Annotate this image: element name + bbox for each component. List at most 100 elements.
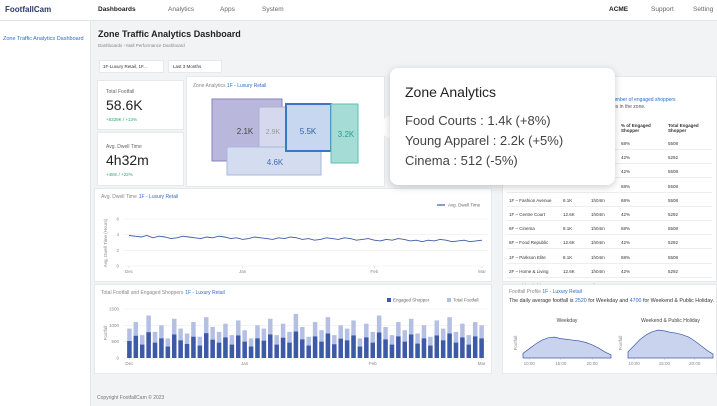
bar bbox=[344, 340, 350, 358]
bar bbox=[184, 343, 190, 358]
bar bbox=[453, 342, 459, 358]
nav-item[interactable]: Analytics bbox=[168, 6, 195, 13]
subtitle: 1F - Luxury Retail bbox=[226, 83, 267, 89]
period-filter[interactable]: Last 3 Months bbox=[168, 60, 222, 73]
setting[interactable]: Setting bbox=[693, 6, 714, 13]
bar bbox=[370, 342, 375, 358]
kpi-value: 4h32m bbox=[106, 152, 149, 168]
subtitle: 1F - Luxury Retail bbox=[139, 194, 178, 200]
bar bbox=[325, 333, 331, 358]
account[interactable]: ACME bbox=[609, 6, 629, 13]
bar bbox=[376, 332, 382, 358]
row-divider bbox=[507, 262, 712, 264]
table-cell: 68% bbox=[621, 183, 631, 189]
text: for Weekday and bbox=[588, 298, 629, 304]
y-tick-label: 1000 bbox=[109, 323, 120, 328]
chart-title: Weekend & Public Holiday bbox=[641, 318, 700, 324]
card-title: Footfall Profile 1F - Luxury Retail bbox=[509, 289, 582, 295]
bar bbox=[171, 334, 177, 358]
bar bbox=[447, 333, 452, 358]
bar bbox=[408, 334, 414, 358]
bar bbox=[229, 344, 235, 358]
dwell-chart: Avg. Dwell Time 1F - Luxury Retail0246Dec… bbox=[101, 194, 488, 274]
bar bbox=[165, 346, 171, 358]
nav-item[interactable]: Dashboards bbox=[98, 6, 136, 13]
bar bbox=[242, 341, 247, 358]
y-tick-label: 4 bbox=[116, 232, 119, 237]
zone-label: 4.6K bbox=[267, 158, 284, 167]
column-header: % of Engaged Shopper bbox=[621, 123, 651, 133]
logo[interactable]: FootfallCam bbox=[5, 5, 52, 14]
card-title: Total Footfall and Engaged Shoppers 1F - … bbox=[101, 290, 225, 296]
bar bbox=[421, 338, 427, 358]
table-cell: 42% bbox=[621, 268, 631, 274]
table-cell: 5508 bbox=[668, 197, 679, 203]
bar bbox=[255, 338, 260, 358]
bar bbox=[460, 337, 465, 358]
subtitle: 1F - Luxury Retail bbox=[185, 290, 224, 296]
table-cell: 1h04m bbox=[591, 197, 605, 203]
bar bbox=[178, 340, 183, 358]
bar bbox=[472, 336, 478, 358]
table-cell: 5508 bbox=[668, 169, 679, 175]
page-title: Zone Traffic Analytics Dashboard bbox=[98, 29, 241, 39]
bar bbox=[389, 344, 395, 358]
kpi-value: 58.6K bbox=[106, 97, 143, 113]
bar bbox=[434, 335, 440, 358]
support[interactable]: Support bbox=[651, 6, 674, 13]
sidebar: Zone Traffic Analytics Dashboard bbox=[0, 21, 91, 406]
zone-shape[interactable] bbox=[330, 103, 359, 164]
table-cell: 5292 bbox=[668, 240, 679, 246]
bar bbox=[415, 343, 420, 358]
bar bbox=[357, 346, 363, 358]
zone-label: 2.1K bbox=[237, 127, 254, 136]
y-tick-label: 2 bbox=[116, 248, 119, 253]
value: 2520 bbox=[574, 298, 587, 304]
legend-label: Avg. Dwell Time bbox=[448, 203, 481, 208]
table-cell: 68% bbox=[621, 254, 631, 260]
row-divider bbox=[507, 205, 712, 207]
bar bbox=[402, 341, 407, 358]
bar bbox=[204, 333, 209, 358]
x-tick-label: Mar bbox=[478, 361, 486, 366]
text: The daily average footfall is bbox=[509, 298, 574, 304]
table-cell: 12.6K bbox=[563, 268, 575, 274]
area bbox=[522, 336, 612, 359]
tooltip-pointer bbox=[370, 114, 392, 140]
zone-filter[interactable]: 1F-Luxury Retail, 1F... bbox=[99, 60, 164, 73]
bar bbox=[319, 341, 324, 358]
bar bbox=[351, 335, 356, 358]
table-cell: 6F – Cinema bbox=[509, 226, 535, 232]
bar bbox=[210, 339, 215, 358]
table-cell: 1F – Centre Court bbox=[509, 212, 546, 217]
table-note: umber of engaged shoppers bbox=[613, 97, 676, 103]
bar bbox=[261, 340, 267, 358]
table-cell: 1h04m bbox=[591, 240, 605, 246]
bar bbox=[274, 344, 279, 358]
sidebar-link[interactable]: Zone Traffic Analytics Dashboard bbox=[3, 36, 84, 42]
bar bbox=[152, 342, 158, 358]
bar bbox=[287, 342, 292, 358]
card-title: Zone Analytics 1F - Luxury Retail bbox=[193, 83, 266, 89]
x-tick-label: 20:00 bbox=[689, 361, 701, 366]
x-tick-label: Mar bbox=[478, 269, 486, 274]
table-cell: 5292 bbox=[668, 155, 679, 161]
table-cell: 42% bbox=[621, 212, 631, 217]
nav-item[interactable]: System bbox=[262, 6, 284, 13]
zone-shape[interactable] bbox=[285, 103, 332, 152]
table-cell: 68% bbox=[621, 141, 631, 146]
y-tick-label: 0 bbox=[116, 356, 119, 361]
table-cell: 1F – Parkson Elite bbox=[509, 254, 546, 260]
nav-item[interactable]: Apps bbox=[220, 6, 235, 13]
table-cell: 6F – Food Republic bbox=[509, 240, 549, 246]
bar bbox=[216, 342, 222, 358]
tooltip-title: Zone Analytics bbox=[405, 84, 497, 100]
footfall-card: Total Footfall and Engaged Shoppers 1F - … bbox=[94, 284, 492, 374]
bar bbox=[159, 338, 164, 358]
card-title: Avg. Dwell Time 1F - Luxury Retail bbox=[101, 194, 178, 200]
bar bbox=[191, 336, 196, 358]
crumb[interactable]: Dashboards bbox=[98, 43, 123, 48]
chart-title: Weekday bbox=[557, 318, 578, 324]
bar bbox=[139, 344, 145, 358]
bar bbox=[338, 338, 343, 358]
